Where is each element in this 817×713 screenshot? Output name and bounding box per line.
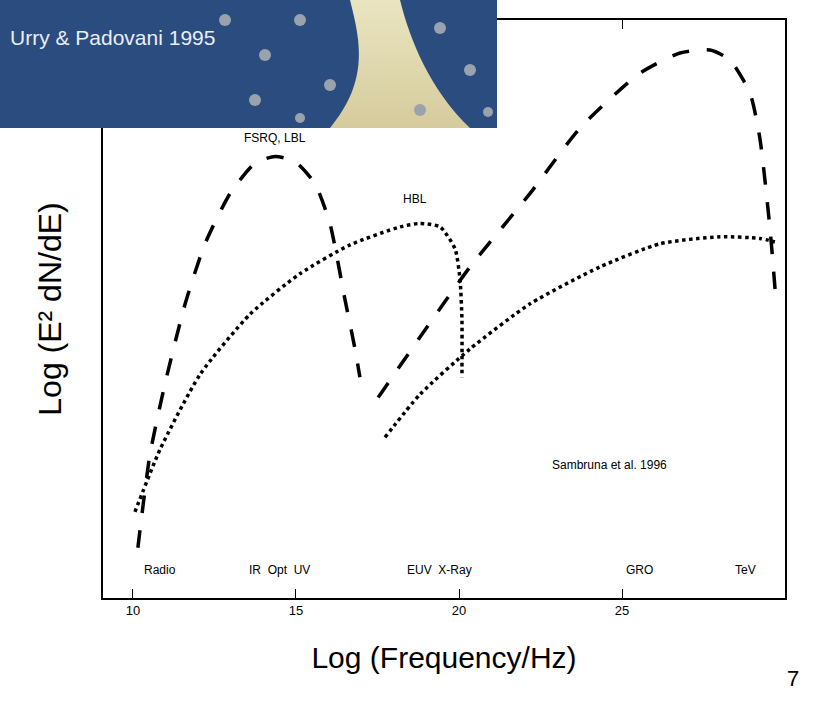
svg-text:15: 15 (289, 603, 303, 618)
svg-text:HBL: HBL (403, 192, 427, 206)
svg-text:TeV: TeV (735, 563, 756, 577)
svg-text:IR Opt UV: IR Opt UV (249, 563, 310, 577)
svg-text:20: 20 (452, 603, 466, 618)
svg-text:7: 7 (787, 666, 799, 691)
html-text:Urry & Padovani 1995: Urry & Padovani 1995 (10, 26, 216, 49)
svg-text:25: 25 (615, 603, 629, 618)
svg-text:FSRQ, LBL: FSRQ, LBL (244, 131, 306, 145)
svg-text:Log (Frequency/Hz): Log (Frequency/Hz) (311, 641, 576, 674)
svg-text:Log (E² dN/dE): Log (E² dN/dE) (32, 202, 68, 415)
svg-text:10: 10 (126, 603, 140, 618)
svg-text:Sambruna et al. 1996: Sambruna et al. 1996 (552, 458, 667, 472)
svg-text:GRO: GRO (626, 563, 653, 577)
svg-text:Radio: Radio (144, 563, 176, 577)
svg-text:EUV X-Ray: EUV X-Ray (407, 563, 472, 577)
